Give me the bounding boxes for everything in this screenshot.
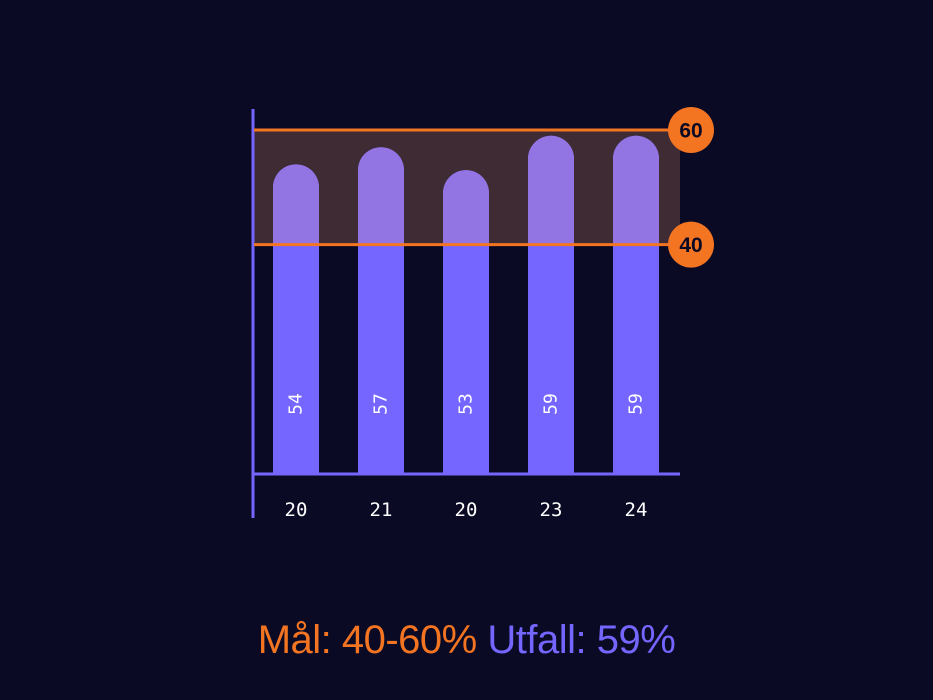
bar-3: 53 xyxy=(443,170,489,474)
x-tick-labels: 20 21 20 23 24 xyxy=(285,499,648,521)
target-high-label: 60 xyxy=(679,120,702,143)
bar-1: 54 xyxy=(273,164,319,474)
bar-value-label: 53 xyxy=(456,393,477,415)
bar-value-label: 57 xyxy=(371,393,392,415)
x-tick-label: 20 xyxy=(455,499,478,521)
x-tick-label: 23 xyxy=(540,499,563,521)
target-high-badge: 60 xyxy=(668,107,714,153)
bar-shape-in-band xyxy=(613,135,659,245)
bar-shape-in-band xyxy=(273,164,319,245)
x-tick-label: 21 xyxy=(370,499,393,521)
target-low-badge: 40 xyxy=(668,221,714,268)
bar-5: 59 xyxy=(613,135,659,474)
bar-shape-in-band xyxy=(528,135,574,245)
bar-shape-in-band xyxy=(443,170,489,245)
target-low-label: 40 xyxy=(679,234,702,257)
x-tick-label: 20 xyxy=(285,499,308,521)
bar-2: 57 xyxy=(358,147,404,474)
bar-value-label: 59 xyxy=(541,393,562,415)
bar-value-label: 59 xyxy=(626,393,647,415)
x-tick-label: 24 xyxy=(625,499,648,521)
bar-4: 59 xyxy=(528,135,574,474)
bar-shape-in-band xyxy=(358,147,404,245)
goal-text: Mål: 40-60% xyxy=(257,618,478,662)
summary-footer: Mål: 40-60% Utfall: 59% xyxy=(0,618,933,663)
result-text: Utfall: 59% xyxy=(487,618,676,662)
bar-value-label: 54 xyxy=(286,393,307,415)
